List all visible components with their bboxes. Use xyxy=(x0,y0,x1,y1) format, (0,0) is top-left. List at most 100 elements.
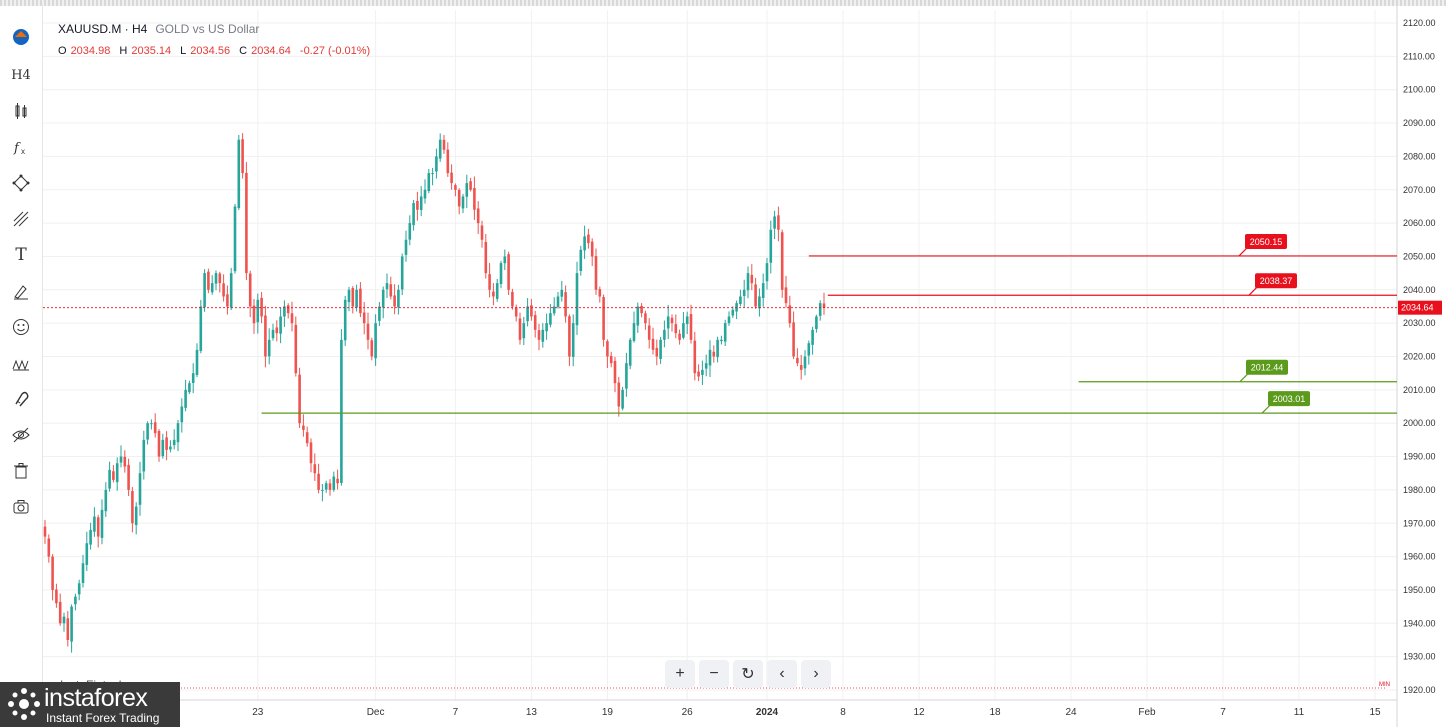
candle-body[interactable] xyxy=(165,437,168,450)
candle-body[interactable] xyxy=(397,289,400,308)
candle-body[interactable] xyxy=(731,309,735,316)
candle-body[interactable] xyxy=(62,616,66,624)
candle-body[interactable] xyxy=(138,473,142,505)
candle-body[interactable] xyxy=(537,330,541,340)
candle-body[interactable] xyxy=(203,273,206,308)
candle-body[interactable] xyxy=(210,283,214,293)
candle-body[interactable] xyxy=(43,526,47,537)
candle-body[interactable] xyxy=(556,296,560,307)
candle-body[interactable] xyxy=(226,294,229,307)
candle-body[interactable] xyxy=(385,283,389,290)
candle-body[interactable] xyxy=(229,273,233,308)
candle-body[interactable] xyxy=(754,284,757,307)
candle-body[interactable] xyxy=(123,456,127,467)
candle-body[interactable] xyxy=(218,273,222,284)
candle-body[interactable] xyxy=(701,369,704,375)
candle-body[interactable] xyxy=(55,589,58,604)
candle-body[interactable] xyxy=(636,306,640,326)
zoom-out-button[interactable]: − xyxy=(699,660,729,688)
candle-body[interactable] xyxy=(275,327,279,334)
candle-body[interactable] xyxy=(511,291,514,307)
candle-body[interactable] xyxy=(119,456,123,463)
candle-body[interactable] xyxy=(526,306,529,322)
candle-body[interactable] xyxy=(461,196,465,209)
candle-body[interactable] xyxy=(66,618,70,640)
magnet-icon[interactable] xyxy=(6,384,36,414)
text-icon[interactable]: T xyxy=(6,240,36,270)
candle-body[interactable] xyxy=(655,347,659,357)
candle-body[interactable] xyxy=(419,196,423,211)
candle-body[interactable] xyxy=(822,303,826,308)
candle-body[interactable] xyxy=(381,289,385,308)
candle-body[interactable] xyxy=(796,357,799,364)
candle-body[interactable] xyxy=(799,365,803,370)
candle-body[interactable] xyxy=(423,189,427,199)
candle-body[interactable] xyxy=(807,343,811,356)
emoji-icon[interactable] xyxy=(6,312,36,342)
candle-body[interactable] xyxy=(161,439,165,457)
candle-body[interactable] xyxy=(393,295,396,307)
logo-icon[interactable] xyxy=(6,22,36,52)
candle-body[interactable] xyxy=(290,313,294,324)
candle-body[interactable] xyxy=(621,389,624,409)
candle-body[interactable] xyxy=(115,463,119,483)
candle-body[interactable] xyxy=(530,305,533,317)
candle-body[interactable] xyxy=(739,296,742,305)
candle-body[interactable] xyxy=(613,360,617,384)
candle-body[interactable] xyxy=(142,439,146,472)
candle-body[interactable] xyxy=(674,324,678,334)
candle-body[interactable] xyxy=(583,236,586,251)
candle-body[interactable] xyxy=(480,225,484,240)
candle-body[interactable] xyxy=(761,283,765,299)
candle-body[interactable] xyxy=(746,273,750,291)
candle-body[interactable] xyxy=(355,289,358,308)
scroll-left-button[interactable]: ‹ xyxy=(767,660,797,688)
candle-body[interactable] xyxy=(93,516,96,532)
candle-body[interactable] xyxy=(180,406,184,423)
candle-body[interactable] xyxy=(788,305,792,324)
trendline-icon[interactable] xyxy=(6,204,36,234)
candle-body[interactable] xyxy=(777,215,780,230)
candle-body[interactable] xyxy=(598,289,602,297)
candle-body[interactable] xyxy=(488,274,491,290)
candle-body[interactable] xyxy=(818,303,822,316)
candle-body[interactable] xyxy=(564,292,567,317)
candle-body[interactable] xyxy=(651,338,655,350)
candle-body[interactable] xyxy=(693,340,697,374)
candle-body[interactable] xyxy=(313,464,317,474)
candle-body[interactable] xyxy=(305,432,309,444)
candle-body[interactable] xyxy=(659,339,662,359)
candle-body[interactable] xyxy=(803,356,807,369)
candle-body[interactable] xyxy=(370,340,374,357)
candle-body[interactable] xyxy=(450,172,453,184)
candle-body[interactable] xyxy=(514,307,518,317)
candle-body[interactable] xyxy=(454,185,457,190)
candle-body[interactable] xyxy=(704,363,708,369)
candles-icon[interactable] xyxy=(6,96,36,126)
candle-body[interactable] xyxy=(248,273,252,307)
candle-body[interactable] xyxy=(89,529,92,545)
candle-body[interactable] xyxy=(473,188,476,210)
candle-body[interactable] xyxy=(499,263,503,285)
candle-body[interactable] xyxy=(495,283,499,299)
candle-body[interactable] xyxy=(780,232,784,290)
candle-body[interactable] xyxy=(169,446,172,450)
candle-body[interactable] xyxy=(150,423,153,425)
candle-body[interactable] xyxy=(47,538,51,557)
candle-body[interactable] xyxy=(712,351,716,357)
candle-body[interactable] xyxy=(153,422,157,434)
candle-body[interactable] xyxy=(560,289,564,297)
candle-body[interactable] xyxy=(594,256,598,290)
candle-body[interactable] xyxy=(541,329,545,342)
scroll-right-button[interactable]: › xyxy=(801,660,831,688)
candle-body[interactable] xyxy=(134,506,138,526)
candle-body[interactable] xyxy=(815,316,818,329)
candle-body[interactable] xyxy=(195,349,199,375)
candle-body[interactable] xyxy=(720,339,723,342)
candle-body[interactable] xyxy=(77,583,81,595)
candle-body[interactable] xyxy=(431,173,434,175)
zoom-in-button[interactable]: + xyxy=(665,660,695,688)
patterns-icon[interactable] xyxy=(6,348,36,378)
candle-body[interactable] xyxy=(552,306,556,314)
candle-body[interactable] xyxy=(678,333,681,340)
